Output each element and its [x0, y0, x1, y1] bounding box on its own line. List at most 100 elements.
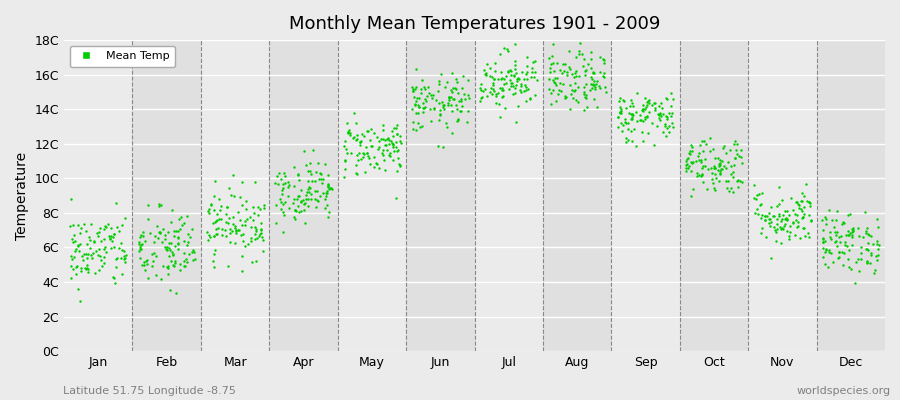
Point	[618, 139, 633, 146]
Point	[839, 232, 853, 238]
Point	[621, 126, 635, 132]
Point	[350, 171, 365, 177]
Point	[206, 207, 220, 213]
Point	[725, 189, 740, 195]
Point	[841, 256, 855, 262]
Point	[229, 228, 243, 234]
Point	[387, 147, 401, 154]
Point	[134, 246, 148, 253]
Point	[684, 193, 698, 199]
Point	[489, 100, 503, 106]
Point	[707, 164, 722, 171]
Point	[861, 240, 876, 246]
Point	[617, 118, 632, 125]
Point	[640, 99, 654, 105]
Point	[370, 161, 384, 168]
Point	[590, 104, 604, 111]
Point	[344, 150, 358, 156]
Point	[375, 150, 390, 156]
Point	[433, 112, 447, 118]
Point	[448, 85, 463, 92]
Point	[495, 87, 509, 94]
Point	[576, 62, 590, 69]
Point	[544, 90, 558, 96]
Point	[680, 156, 695, 162]
Point	[81, 269, 95, 276]
Point	[636, 118, 651, 124]
Point	[507, 72, 521, 79]
Point	[442, 96, 456, 103]
Point	[597, 74, 611, 80]
Point	[775, 216, 789, 222]
Point	[74, 268, 88, 274]
Point	[436, 104, 450, 110]
Point	[556, 61, 571, 68]
Point	[826, 258, 841, 265]
Point	[308, 196, 322, 202]
Point	[202, 205, 216, 212]
Point	[64, 252, 78, 259]
Point	[161, 264, 176, 271]
Point	[103, 235, 117, 241]
Point	[818, 214, 832, 220]
Point	[378, 167, 392, 174]
Point	[836, 218, 850, 225]
Point	[380, 147, 394, 153]
Point	[802, 198, 816, 205]
Point	[167, 228, 182, 234]
Point	[171, 246, 185, 252]
Point	[495, 94, 509, 100]
Point	[491, 100, 506, 107]
Point	[842, 247, 856, 253]
Point	[410, 66, 424, 72]
Point	[747, 195, 761, 202]
Point	[281, 184, 295, 190]
Point	[440, 102, 454, 108]
Point	[143, 230, 157, 236]
Point	[662, 110, 676, 116]
Point	[251, 204, 266, 210]
Point	[750, 206, 764, 212]
Point	[320, 172, 335, 178]
Point	[202, 232, 216, 238]
Point	[231, 227, 246, 234]
Point	[511, 103, 526, 110]
Point	[451, 98, 465, 104]
Point	[180, 258, 194, 265]
Point	[653, 100, 668, 107]
Point	[103, 236, 117, 242]
Point	[497, 81, 511, 88]
Point	[393, 162, 408, 168]
Point	[69, 264, 84, 271]
Point	[548, 80, 562, 86]
Point	[844, 232, 859, 238]
Point	[829, 232, 843, 238]
Point	[346, 135, 360, 141]
Point	[503, 77, 517, 83]
Point	[442, 95, 456, 101]
Point	[338, 157, 352, 163]
Point	[291, 193, 305, 200]
Point	[503, 68, 517, 74]
Point	[206, 232, 220, 239]
Point	[484, 84, 499, 91]
Point	[234, 179, 248, 186]
Point	[353, 139, 367, 146]
Point	[92, 266, 106, 273]
Point	[153, 230, 167, 236]
Point	[300, 189, 314, 195]
Point	[374, 136, 388, 142]
Point	[166, 233, 181, 240]
Point	[299, 192, 313, 198]
Legend: Mean Temp: Mean Temp	[69, 46, 176, 67]
Point	[587, 96, 601, 102]
Point	[824, 217, 839, 223]
Point	[713, 171, 727, 178]
Point	[779, 215, 794, 222]
Point	[779, 217, 794, 224]
Point	[634, 111, 648, 118]
Point	[696, 171, 710, 177]
Point	[797, 233, 812, 239]
Point	[659, 112, 673, 119]
Point	[253, 231, 267, 237]
